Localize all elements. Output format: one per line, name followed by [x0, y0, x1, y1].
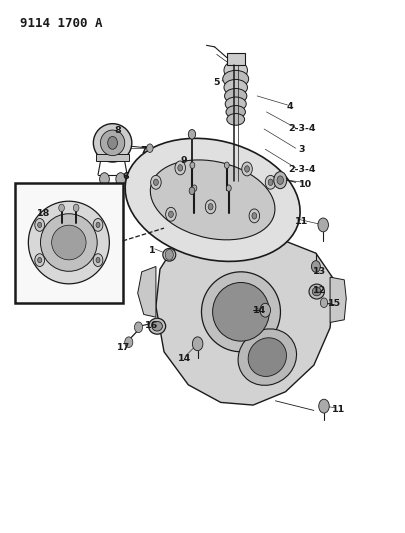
Polygon shape: [138, 266, 156, 317]
Ellipse shape: [163, 248, 176, 261]
Circle shape: [277, 176, 284, 184]
Ellipse shape: [223, 70, 249, 87]
Circle shape: [252, 213, 257, 219]
Text: 9: 9: [181, 157, 188, 165]
Ellipse shape: [152, 321, 162, 331]
Circle shape: [100, 173, 109, 185]
Ellipse shape: [225, 97, 246, 111]
Ellipse shape: [238, 329, 296, 385]
Ellipse shape: [201, 272, 280, 352]
Ellipse shape: [93, 124, 132, 162]
Ellipse shape: [224, 61, 247, 80]
Circle shape: [165, 249, 173, 260]
Ellipse shape: [150, 160, 275, 240]
Circle shape: [147, 144, 153, 152]
Text: 2-3-4: 2-3-4: [288, 125, 315, 133]
Circle shape: [96, 222, 100, 228]
Ellipse shape: [40, 214, 97, 271]
Text: 16: 16: [145, 321, 158, 329]
Circle shape: [245, 166, 249, 172]
Ellipse shape: [312, 287, 321, 296]
Text: 11: 11: [332, 405, 345, 414]
Ellipse shape: [224, 88, 247, 103]
Polygon shape: [96, 154, 129, 161]
Text: 9114 1700 A: 9114 1700 A: [20, 17, 103, 30]
Circle shape: [205, 200, 216, 214]
Text: 6: 6: [122, 173, 129, 181]
Circle shape: [168, 211, 173, 217]
Text: 4: 4: [286, 102, 293, 111]
Text: 3: 3: [298, 145, 305, 154]
Circle shape: [166, 207, 176, 221]
Circle shape: [175, 161, 185, 175]
Text: 7: 7: [141, 146, 147, 155]
Circle shape: [93, 219, 103, 231]
Ellipse shape: [28, 201, 109, 284]
Circle shape: [38, 257, 42, 263]
Text: 14: 14: [253, 306, 266, 314]
Text: 18: 18: [37, 209, 51, 217]
Circle shape: [268, 179, 273, 185]
Ellipse shape: [100, 130, 125, 156]
Circle shape: [190, 162, 195, 168]
Polygon shape: [156, 230, 334, 405]
Circle shape: [242, 162, 252, 176]
Circle shape: [35, 254, 45, 266]
Text: 11: 11: [295, 217, 308, 225]
Ellipse shape: [224, 79, 247, 95]
Polygon shape: [330, 277, 346, 322]
Circle shape: [189, 187, 195, 195]
Text: 13: 13: [313, 268, 326, 276]
Circle shape: [59, 204, 64, 212]
Circle shape: [274, 172, 287, 189]
Ellipse shape: [309, 284, 324, 299]
Ellipse shape: [149, 318, 166, 334]
Circle shape: [96, 257, 100, 263]
Circle shape: [318, 218, 328, 232]
Circle shape: [311, 261, 320, 272]
Text: 1: 1: [149, 246, 155, 255]
Bar: [15, 183, 123, 303]
Circle shape: [319, 399, 329, 413]
Ellipse shape: [213, 282, 269, 341]
Circle shape: [208, 204, 213, 210]
Text: 15: 15: [328, 300, 341, 308]
Circle shape: [73, 204, 79, 212]
Circle shape: [108, 136, 117, 149]
Circle shape: [260, 303, 271, 317]
Circle shape: [125, 337, 133, 348]
Text: 8: 8: [114, 126, 121, 135]
Circle shape: [151, 175, 161, 189]
Circle shape: [320, 298, 328, 308]
Circle shape: [192, 337, 203, 351]
Circle shape: [153, 179, 158, 185]
Text: 17: 17: [117, 343, 130, 352]
Circle shape: [192, 185, 197, 191]
Text: 10: 10: [299, 180, 312, 189]
Polygon shape: [227, 53, 245, 65]
Circle shape: [134, 322, 143, 333]
Text: 14: 14: [178, 354, 191, 362]
Circle shape: [178, 165, 183, 171]
Circle shape: [226, 185, 231, 191]
Ellipse shape: [125, 139, 300, 261]
Circle shape: [265, 175, 276, 189]
Text: 5: 5: [213, 78, 220, 87]
Circle shape: [249, 209, 260, 223]
Ellipse shape: [227, 114, 245, 125]
Circle shape: [116, 173, 126, 185]
Circle shape: [93, 254, 103, 266]
Circle shape: [224, 162, 229, 168]
Text: 2-3-4: 2-3-4: [288, 165, 315, 174]
Circle shape: [38, 222, 42, 228]
Ellipse shape: [248, 338, 286, 376]
Circle shape: [188, 130, 196, 139]
Circle shape: [35, 219, 45, 231]
Text: 12: 12: [313, 286, 326, 295]
Ellipse shape: [226, 106, 245, 118]
Ellipse shape: [51, 225, 86, 260]
